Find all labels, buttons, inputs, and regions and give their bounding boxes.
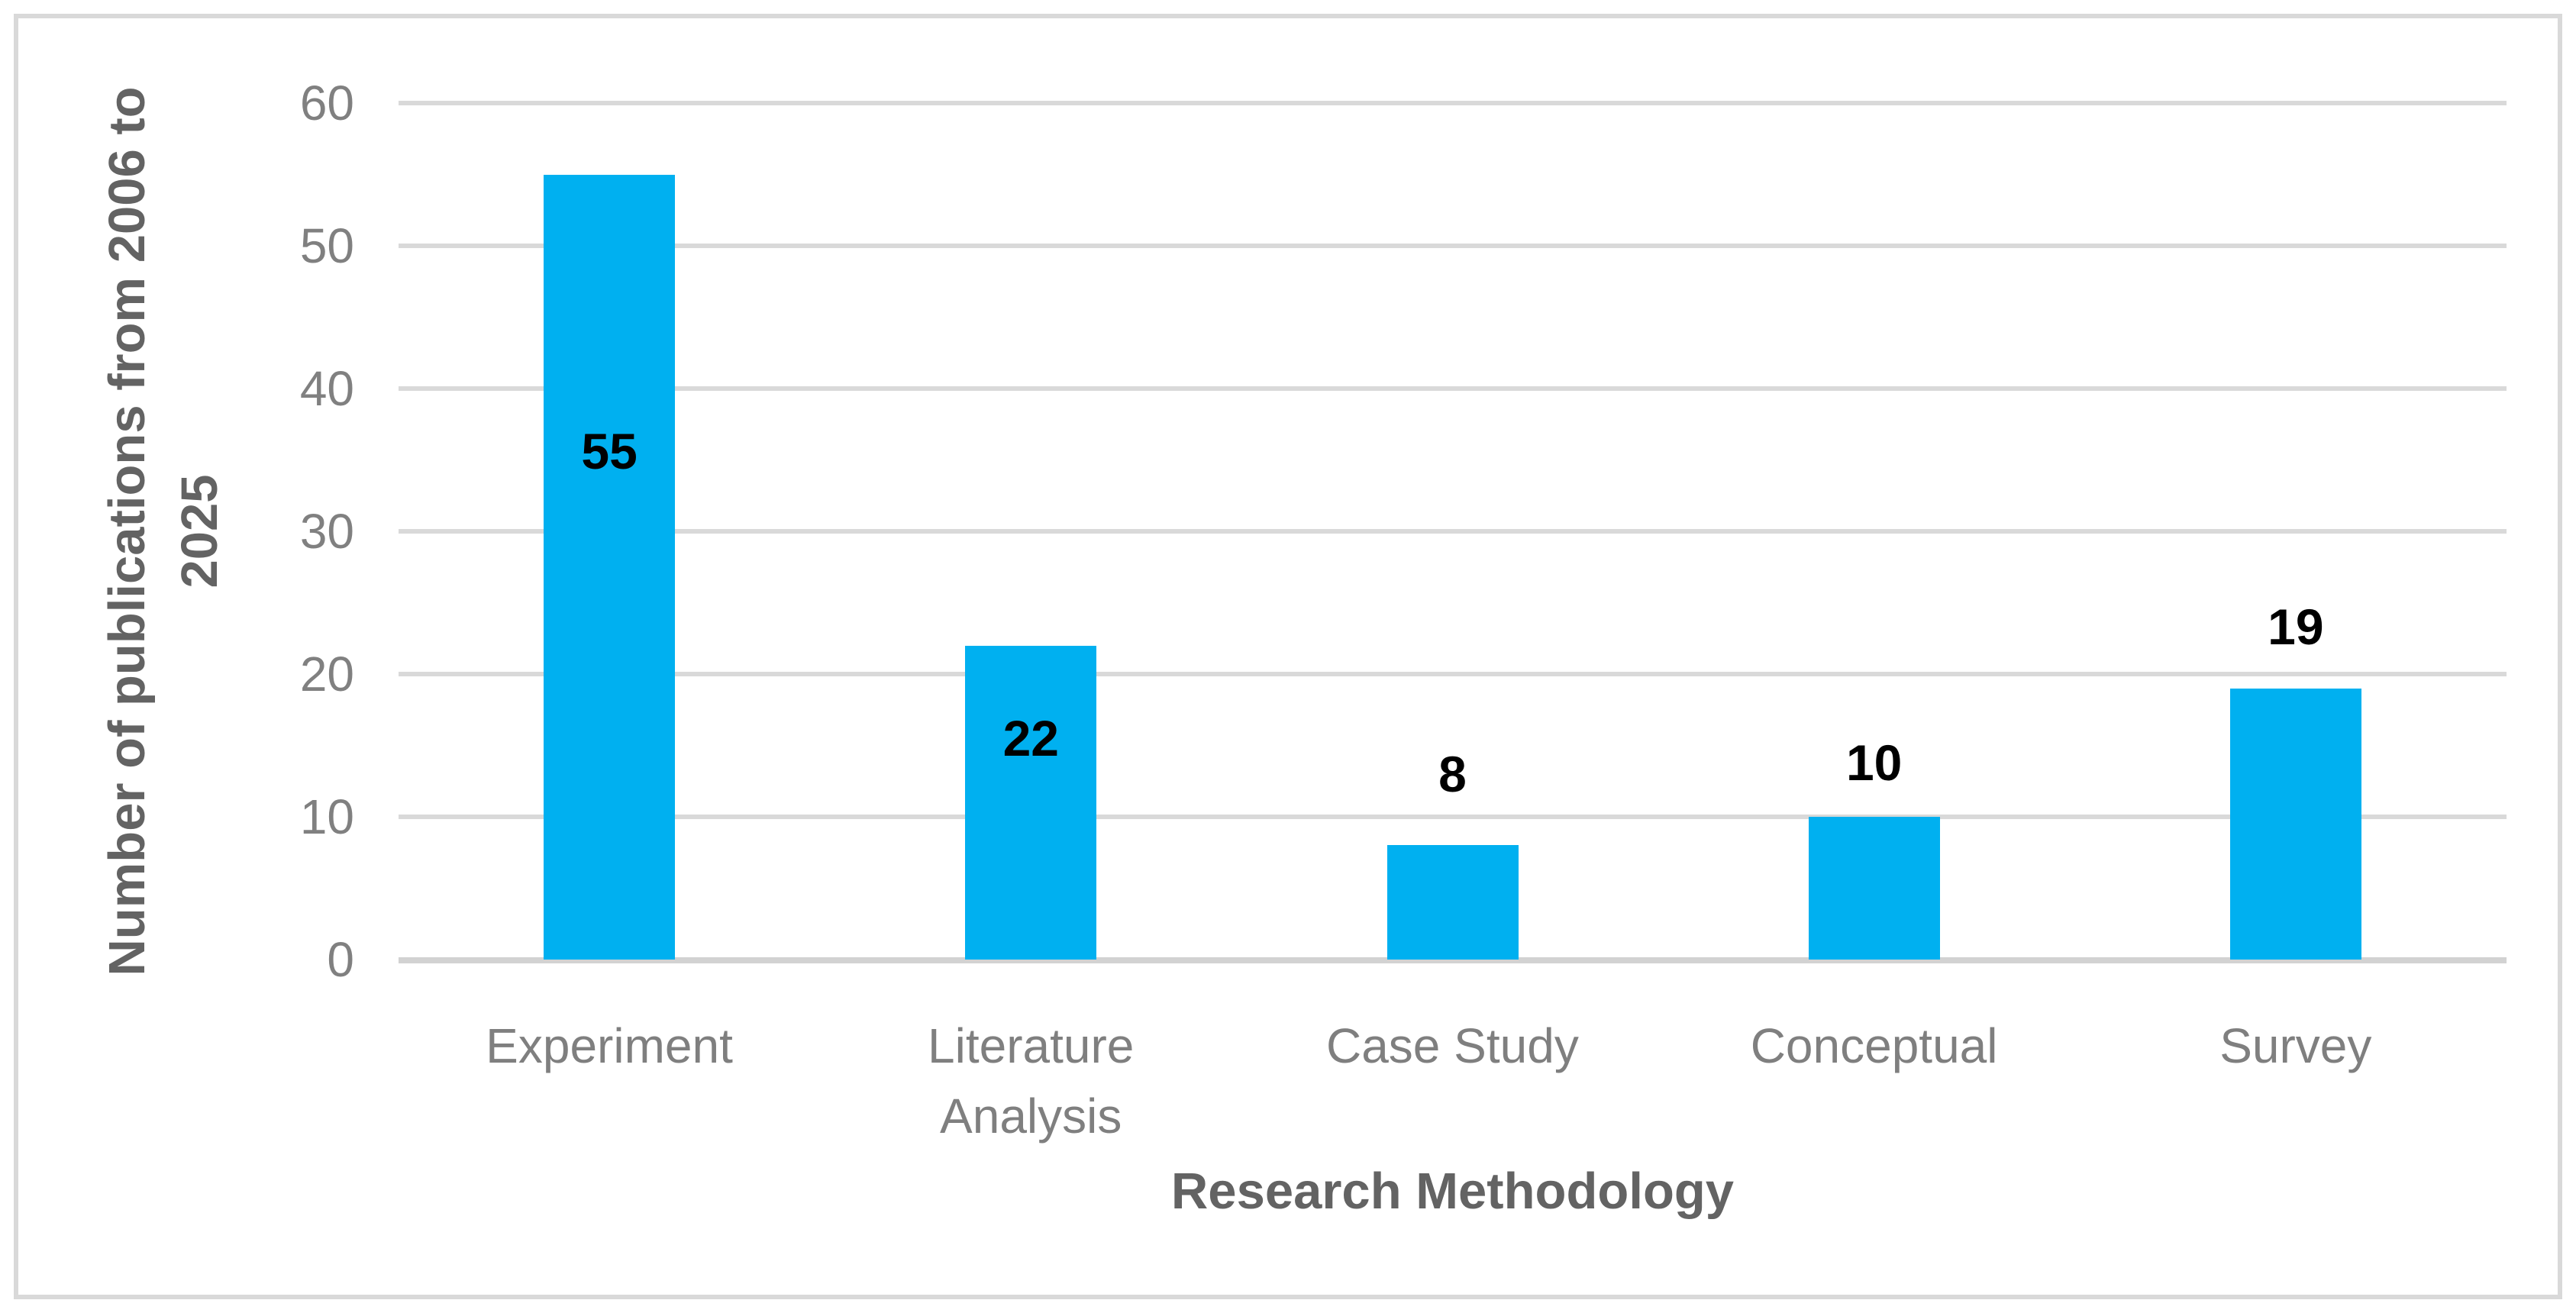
y-tick-label: 10 [299, 789, 354, 844]
bar-literature-analysis [965, 645, 1097, 960]
bar-value-label: 8 [1438, 745, 1467, 802]
y-tick-label: 30 [299, 504, 354, 559]
bar-survey [2229, 688, 2361, 960]
plot-area: 55 22 8 10 19 [399, 101, 2507, 963]
gridline [399, 244, 2507, 248]
category-label-line: Analysis [940, 1089, 1122, 1144]
category-label-line: Conceptual [1750, 1018, 1998, 1073]
category-label-line: Experiment [486, 1018, 733, 1073]
y-tick-label: 20 [299, 647, 354, 702]
y-tick-label: 40 [299, 361, 354, 416]
bar-conceptual [1808, 817, 1940, 960]
x-axis-line [399, 957, 2507, 963]
y-tick-label: 60 [299, 76, 354, 131]
gridline [399, 672, 2507, 676]
chart-frame: Number of publications from 2006 to 2025… [14, 14, 2562, 1299]
bar-value-label: 55 [581, 423, 638, 480]
category-label-line: Case Study [1325, 1018, 1579, 1073]
category-label: Experiment [399, 1011, 820, 1081]
bar-value-label: 22 [1002, 710, 1060, 767]
category-label-line: Survey [2219, 1018, 2372, 1073]
gridline [399, 529, 2507, 534]
gridline [399, 101, 2507, 105]
y-tick-label: 0 [327, 932, 354, 987]
category-label: Conceptual [1664, 1011, 2085, 1081]
bar-value-label: 19 [2268, 598, 2324, 656]
gridline [399, 386, 2507, 391]
bar-experiment [544, 174, 676, 960]
category-label: Case Study [1241, 1011, 1663, 1081]
bar-value-label: 10 [1845, 734, 1903, 791]
x-axis-title: Research Methodology [1170, 1163, 1735, 1220]
gridline [399, 815, 2507, 819]
bar-case-study [1386, 845, 1519, 960]
category-label-line: Literature [928, 1018, 1135, 1073]
category-label: Survey [2085, 1011, 2507, 1081]
category-label: Literature Analysis [820, 1011, 1241, 1151]
y-tick-label: 50 [299, 218, 354, 273]
